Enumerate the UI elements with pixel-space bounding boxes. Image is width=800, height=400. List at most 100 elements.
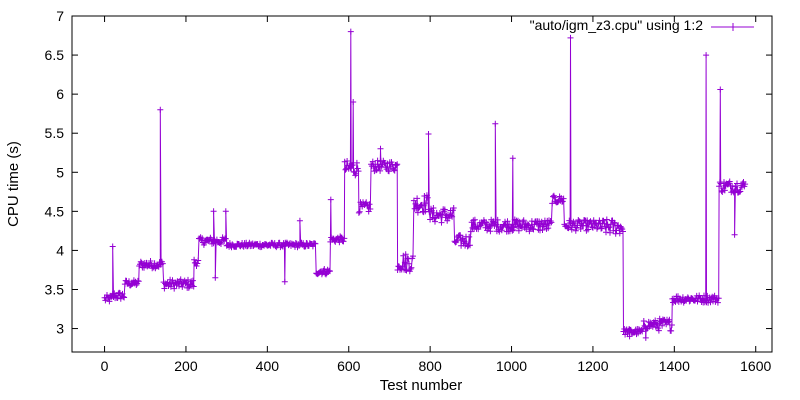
data-point-marker (471, 216, 478, 223)
data-point-marker (684, 294, 691, 301)
legend-label: "auto/igm_z3.cpu" using 1:2 (530, 17, 704, 33)
data-point-marker (390, 166, 397, 173)
data-point-marker (430, 205, 437, 211)
x-tick-label: 1200 (577, 358, 608, 374)
y-tick-label: 6 (56, 86, 64, 102)
data-point-marker (640, 318, 647, 324)
data-point-marker (577, 226, 584, 232)
data-point-marker (349, 162, 356, 168)
data-point-marker (717, 180, 724, 187)
data-point-marker (393, 162, 400, 169)
data-point-marker (726, 178, 733, 185)
data-point-marker (601, 220, 608, 227)
data-point-marker (407, 266, 414, 272)
data-point-marker (344, 158, 351, 164)
data-point-marker (509, 227, 516, 234)
data-point-marker (222, 235, 229, 242)
data-point-marker (190, 283, 197, 290)
data-point-marker (572, 227, 579, 234)
data-point-marker (120, 293, 127, 300)
data-point-marker (336, 239, 343, 246)
data-point-marker (717, 86, 724, 93)
data-point-marker (714, 299, 721, 306)
data-point-marker (450, 205, 457, 211)
data-point-marker (547, 218, 554, 224)
x-tick-label: 200 (174, 358, 198, 374)
data-point-marker (616, 230, 623, 237)
axes: 0 200 400 600 800 1000 1200 1400 1600 3 3.5 4 4.5 5 5.… (45, 8, 772, 374)
data-point-marker (559, 198, 566, 205)
x-tick-label: 1600 (740, 358, 771, 374)
data-point-marker (742, 181, 749, 188)
data-point-marker (598, 225, 605, 232)
data-point-marker (449, 213, 456, 220)
data-point-marker (191, 256, 198, 263)
data-point-marker (729, 182, 736, 189)
data-point-marker (529, 225, 536, 232)
data-point-marker (402, 251, 409, 258)
data-point-marker (412, 200, 419, 207)
data-point-marker (423, 200, 430, 207)
data-point-marker (668, 327, 675, 334)
data-point-marker (466, 233, 473, 240)
data-point-marker (281, 278, 288, 285)
data-point-marker (353, 159, 360, 166)
data-point-marker (126, 278, 132, 285)
data-point-marker (441, 206, 448, 213)
data-point-marker (607, 221, 614, 228)
series-markers (101, 28, 749, 341)
data-point-marker (715, 295, 722, 302)
data-point-marker (620, 228, 626, 235)
data-point-marker (432, 218, 438, 225)
data-point-marker (509, 155, 516, 162)
data-point-marker (119, 290, 126, 297)
data-point-marker (668, 322, 675, 328)
x-tick-label: 800 (418, 358, 442, 374)
data-point-marker (171, 285, 178, 292)
data-point-marker (121, 294, 128, 301)
data-point-marker (222, 208, 229, 215)
data-point-marker (457, 232, 464, 239)
data-point-marker (494, 216, 501, 223)
data-point-marker (408, 264, 415, 271)
data-point-marker (551, 194, 558, 201)
plot-border (71, 15, 773, 353)
data-point-marker (406, 260, 412, 267)
data-point-marker (515, 227, 522, 234)
y-tick-label: 7 (56, 8, 64, 24)
data-point-marker (607, 229, 613, 236)
data-point-marker (410, 253, 416, 260)
data-point-marker (560, 195, 567, 202)
data-point-marker (568, 226, 575, 233)
y-tick-label: 6.5 (45, 47, 65, 63)
data-point-marker (167, 283, 174, 290)
data-point-marker (177, 276, 184, 283)
data-point-marker (585, 226, 591, 233)
data-point-marker (135, 278, 142, 285)
data-point-marker (548, 219, 555, 226)
data-point-marker (600, 217, 607, 224)
x-axis-title: Test number (380, 377, 463, 394)
data-point-marker (354, 165, 361, 172)
plot-series (101, 28, 749, 341)
data-point-marker (655, 327, 662, 334)
data-point-marker (603, 216, 610, 223)
data-point-marker (374, 157, 381, 164)
data-point-marker (348, 165, 355, 172)
data-point-marker (448, 212, 455, 219)
legend-marker-swatch (729, 23, 737, 31)
data-point-marker (355, 168, 362, 175)
data-point-marker (377, 167, 384, 174)
data-point-marker (594, 224, 601, 231)
data-point-marker (342, 166, 349, 173)
x-tick-label: 400 (256, 358, 280, 374)
data-point-marker (403, 267, 410, 274)
data-point-marker (492, 120, 499, 127)
x-tick-label: 0 (101, 358, 109, 374)
data-point-marker (498, 227, 505, 234)
data-point-marker (597, 221, 604, 227)
data-point-marker (189, 277, 196, 284)
data-point-marker (327, 196, 334, 203)
data-point-marker (414, 209, 421, 216)
